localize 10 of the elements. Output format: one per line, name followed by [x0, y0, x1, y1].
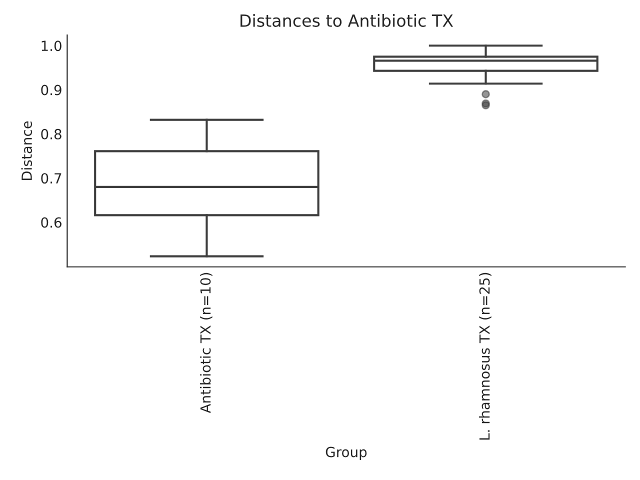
- x-tick-label: Antibiotic TX (n=10): [200, 272, 212, 414]
- y-tick-label: 0.6: [41, 217, 62, 228]
- x-tick-label: L. rhamnosus TX (n=25): [479, 272, 492, 440]
- y-tick-label: 0.8: [41, 128, 62, 140]
- x-axis-title: Group: [326, 446, 367, 460]
- y-axis-title: Distance: [21, 121, 32, 180]
- y-tick-label: 0.9: [41, 84, 62, 96]
- y-tick-label: 0.7: [41, 173, 62, 184]
- y-tick-label: 1.0: [42, 40, 62, 52]
- chart-title: Distances to Antibiotic TX: [240, 14, 454, 27]
